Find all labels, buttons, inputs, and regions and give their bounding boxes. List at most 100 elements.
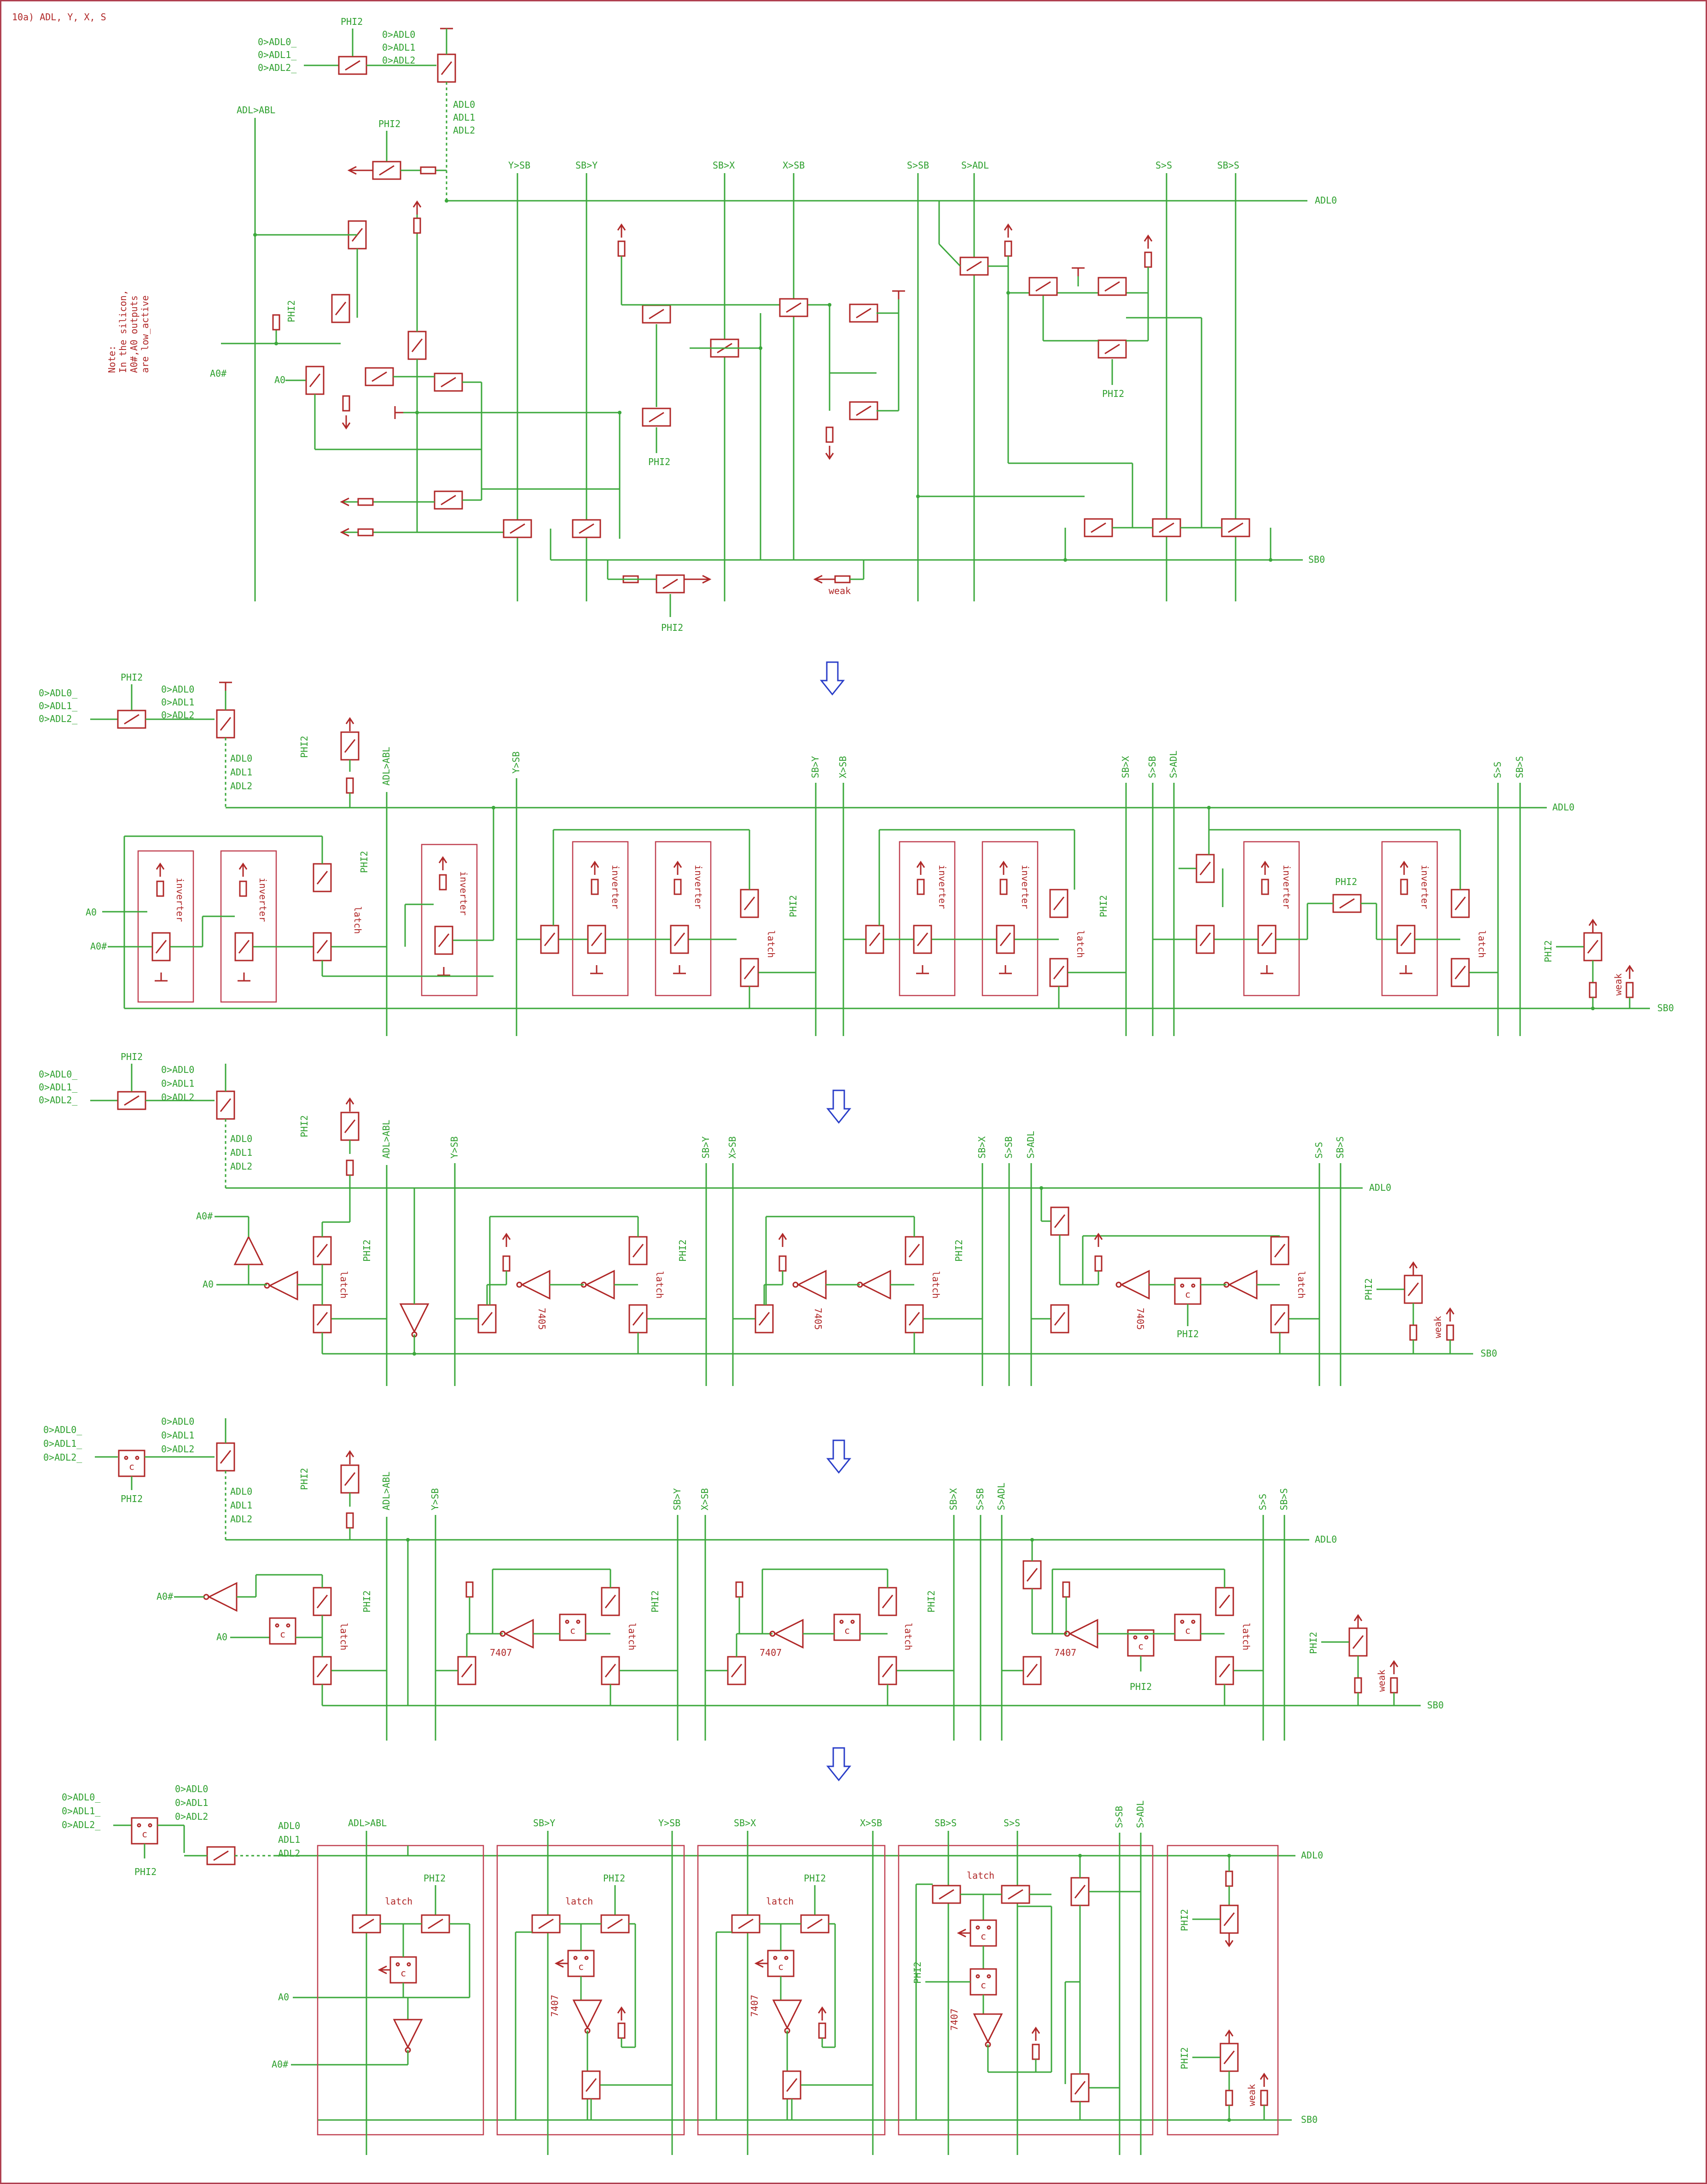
svg-text:SB>Y: SB>Y <box>810 756 821 778</box>
stage-1-transistor-schematic: 0>ADL0_ 0>ADL1_ 0>ADL2_ PHI2 0>ADL0 0>AD… <box>210 16 1337 633</box>
svg-text:X>SB: X>SB <box>727 1136 738 1159</box>
svg-text:A0#: A0# <box>90 941 107 952</box>
svg-text:ADL0: ADL0 <box>278 1820 300 1831</box>
svg-text:0>ADL1_: 0>ADL1_ <box>39 700 78 711</box>
svg-text:S>SB: S>SB <box>1003 1136 1014 1159</box>
svg-text:ADL0: ADL0 <box>230 753 252 764</box>
svg-text:0>ADL0_: 0>ADL0_ <box>62 1792 101 1803</box>
svg-text:S>SB: S>SB <box>975 1488 986 1510</box>
svg-text:0>ADL1_: 0>ADL1_ <box>43 1438 82 1449</box>
flow-arrow-1 <box>820 661 844 695</box>
svg-text:SB>X: SB>X <box>713 160 735 171</box>
svg-text:X>SB: X>SB <box>699 1488 710 1510</box>
svg-text:ADL>ABL: ADL>ABL <box>237 105 275 116</box>
svg-text:inverter: inverter <box>1419 865 1430 909</box>
stage3-y-block: 7405 PHI2 latch <box>455 1216 706 1354</box>
svg-text:0>ADL2: 0>ADL2 <box>175 1811 208 1822</box>
svg-text:weak: weak <box>1613 973 1624 996</box>
svg-text:PHI2: PHI2 <box>1102 388 1124 399</box>
flow-arrow-4 <box>827 1747 851 1781</box>
svg-text:SB>S: SB>S <box>1335 1136 1346 1159</box>
svg-text:A0#: A0# <box>210 368 226 379</box>
svg-text:S>ADL: S>ADL <box>1025 1131 1036 1159</box>
svg-text:PHI2: PHI2 <box>788 895 799 917</box>
svg-text:Y>SB: Y>SB <box>449 1136 460 1159</box>
svg-text:ADL1: ADL1 <box>278 1834 300 1845</box>
svg-text:ADL>ABL: ADL>ABL <box>381 1472 392 1510</box>
svg-text:weak: weak <box>1246 2084 1257 2106</box>
svg-text:X>SB: X>SB <box>783 160 805 171</box>
svg-text:A0: A0 <box>86 907 97 918</box>
svg-text:weak: weak <box>829 585 851 596</box>
svg-text:0>ADL2_: 0>ADL2_ <box>39 713 78 724</box>
svg-text:PHI2: PHI2 <box>1098 895 1109 917</box>
svg-text:0>ADL2: 0>ADL2 <box>161 1444 194 1455</box>
svg-text:PHI2: PHI2 <box>341 16 363 27</box>
svg-text:7407: 7407 <box>549 1995 560 2017</box>
svg-text:ADL>ABL: ADL>ABL <box>348 1817 387 1829</box>
svg-text:0>ADL2: 0>ADL2 <box>382 55 415 66</box>
svg-text:PHI2: PHI2 <box>299 1468 310 1490</box>
svg-text:Y>SB: Y>SB <box>511 751 522 774</box>
svg-text:0>ADL0: 0>ADL0 <box>382 29 415 40</box>
svg-text:SB>X: SB>X <box>734 1817 756 1829</box>
svg-text:SB0: SB0 <box>1308 554 1325 565</box>
svg-text:inverter: inverter <box>610 865 621 909</box>
svg-text:A0#: A0# <box>272 2059 288 2070</box>
svg-text:0>ADL0: 0>ADL0 <box>161 684 194 695</box>
svg-text:SB0: SB0 <box>1301 2114 1318 2125</box>
svg-text:latch: latch <box>766 1896 794 1907</box>
svg-text:0>ADL0: 0>ADL0 <box>175 1783 208 1794</box>
svg-text:0>ADL1: 0>ADL1 <box>175 1797 208 1808</box>
svg-text:0>ADL0_: 0>ADL0_ <box>43 1424 82 1435</box>
svg-text:0>ADL0_: 0>ADL0_ <box>39 687 78 699</box>
flow-arrow-2 <box>827 1089 851 1124</box>
svg-text:latch: latch <box>1241 1623 1252 1650</box>
svg-text:ADL1: ADL1 <box>230 1147 252 1158</box>
svg-text:S>SB: S>SB <box>907 160 929 171</box>
svg-text:PHI2: PHI2 <box>121 1493 143 1504</box>
svg-text:ADL0: ADL0 <box>230 1133 252 1144</box>
svg-text:A0#: A0# <box>196 1211 213 1222</box>
svg-text:PHI2: PHI2 <box>677 1240 688 1262</box>
svg-text:PHI2: PHI2 <box>1308 1632 1319 1654</box>
stage-5-grouped-modules: 0>ADL0_ 0>ADL1_ 0>ADL2_ PHI2 0>ADL0 0>AD… <box>4 19 1323 2155</box>
svg-text:0>ADL0_: 0>ADL0_ <box>258 36 297 47</box>
svg-text:Y>SB: Y>SB <box>508 160 530 171</box>
svg-text:ADL2: ADL2 <box>453 125 475 136</box>
svg-text:S>ADL: S>ADL <box>996 1483 1007 1510</box>
svg-text:0>ADL1_: 0>ADL1_ <box>62 1805 101 1817</box>
svg-text:0>ADL2: 0>ADL2 <box>161 1092 194 1103</box>
svg-text:ADL2: ADL2 <box>230 1514 252 1525</box>
svg-text:PHI2: PHI2 <box>359 851 370 873</box>
svg-text:SB0: SB0 <box>1427 1700 1444 1711</box>
svg-text:7405: 7405 <box>1135 1308 1146 1330</box>
svg-text:SB0: SB0 <box>1481 1348 1497 1359</box>
svg-text:PHI2: PHI2 <box>648 456 670 467</box>
stage-3-7405-gates: 0>ADL0_ 0>ADL1_ 0>ADL2_ PHI2 0>ADL0 0>AD… <box>39 1051 1497 1386</box>
svg-text:PHI2: PHI2 <box>378 118 401 129</box>
svg-text:S>ADL: S>ADL <box>1168 751 1179 778</box>
svg-text:PHI2: PHI2 <box>1177 1328 1199 1340</box>
svg-text:0>ADL2_: 0>ADL2_ <box>43 1452 82 1463</box>
svg-text:PHI2: PHI2 <box>953 1240 964 1262</box>
svg-text:latch: latch <box>967 1870 994 1881</box>
svg-text:ADL2: ADL2 <box>230 1161 252 1172</box>
svg-text:SB>S: SB>S <box>935 1817 957 1829</box>
svg-text:inverter: inverter <box>693 865 704 909</box>
svg-text:0>ADL0: 0>ADL0 <box>161 1416 194 1427</box>
svg-text:ADL0: ADL0 <box>1552 802 1574 813</box>
svg-text:S>S: S>S <box>1313 1142 1324 1159</box>
svg-text:SB>S: SB>S <box>1514 756 1525 778</box>
svg-text:Note:: Note: <box>106 345 117 373</box>
svg-text:S>ADL: S>ADL <box>1135 1800 1146 1828</box>
svg-text:ADL>ABL: ADL>ABL <box>381 747 392 786</box>
flow-arrow-3 <box>827 1439 851 1473</box>
svg-text:ADL1: ADL1 <box>453 112 475 123</box>
stage4-s-block: 7407 PHI2 latch <box>1002 1540 1263 1706</box>
svg-text:inverter: inverter <box>458 871 469 915</box>
svg-text:7407: 7407 <box>749 1995 760 2017</box>
svg-text:Y>SB: Y>SB <box>658 1817 680 1829</box>
